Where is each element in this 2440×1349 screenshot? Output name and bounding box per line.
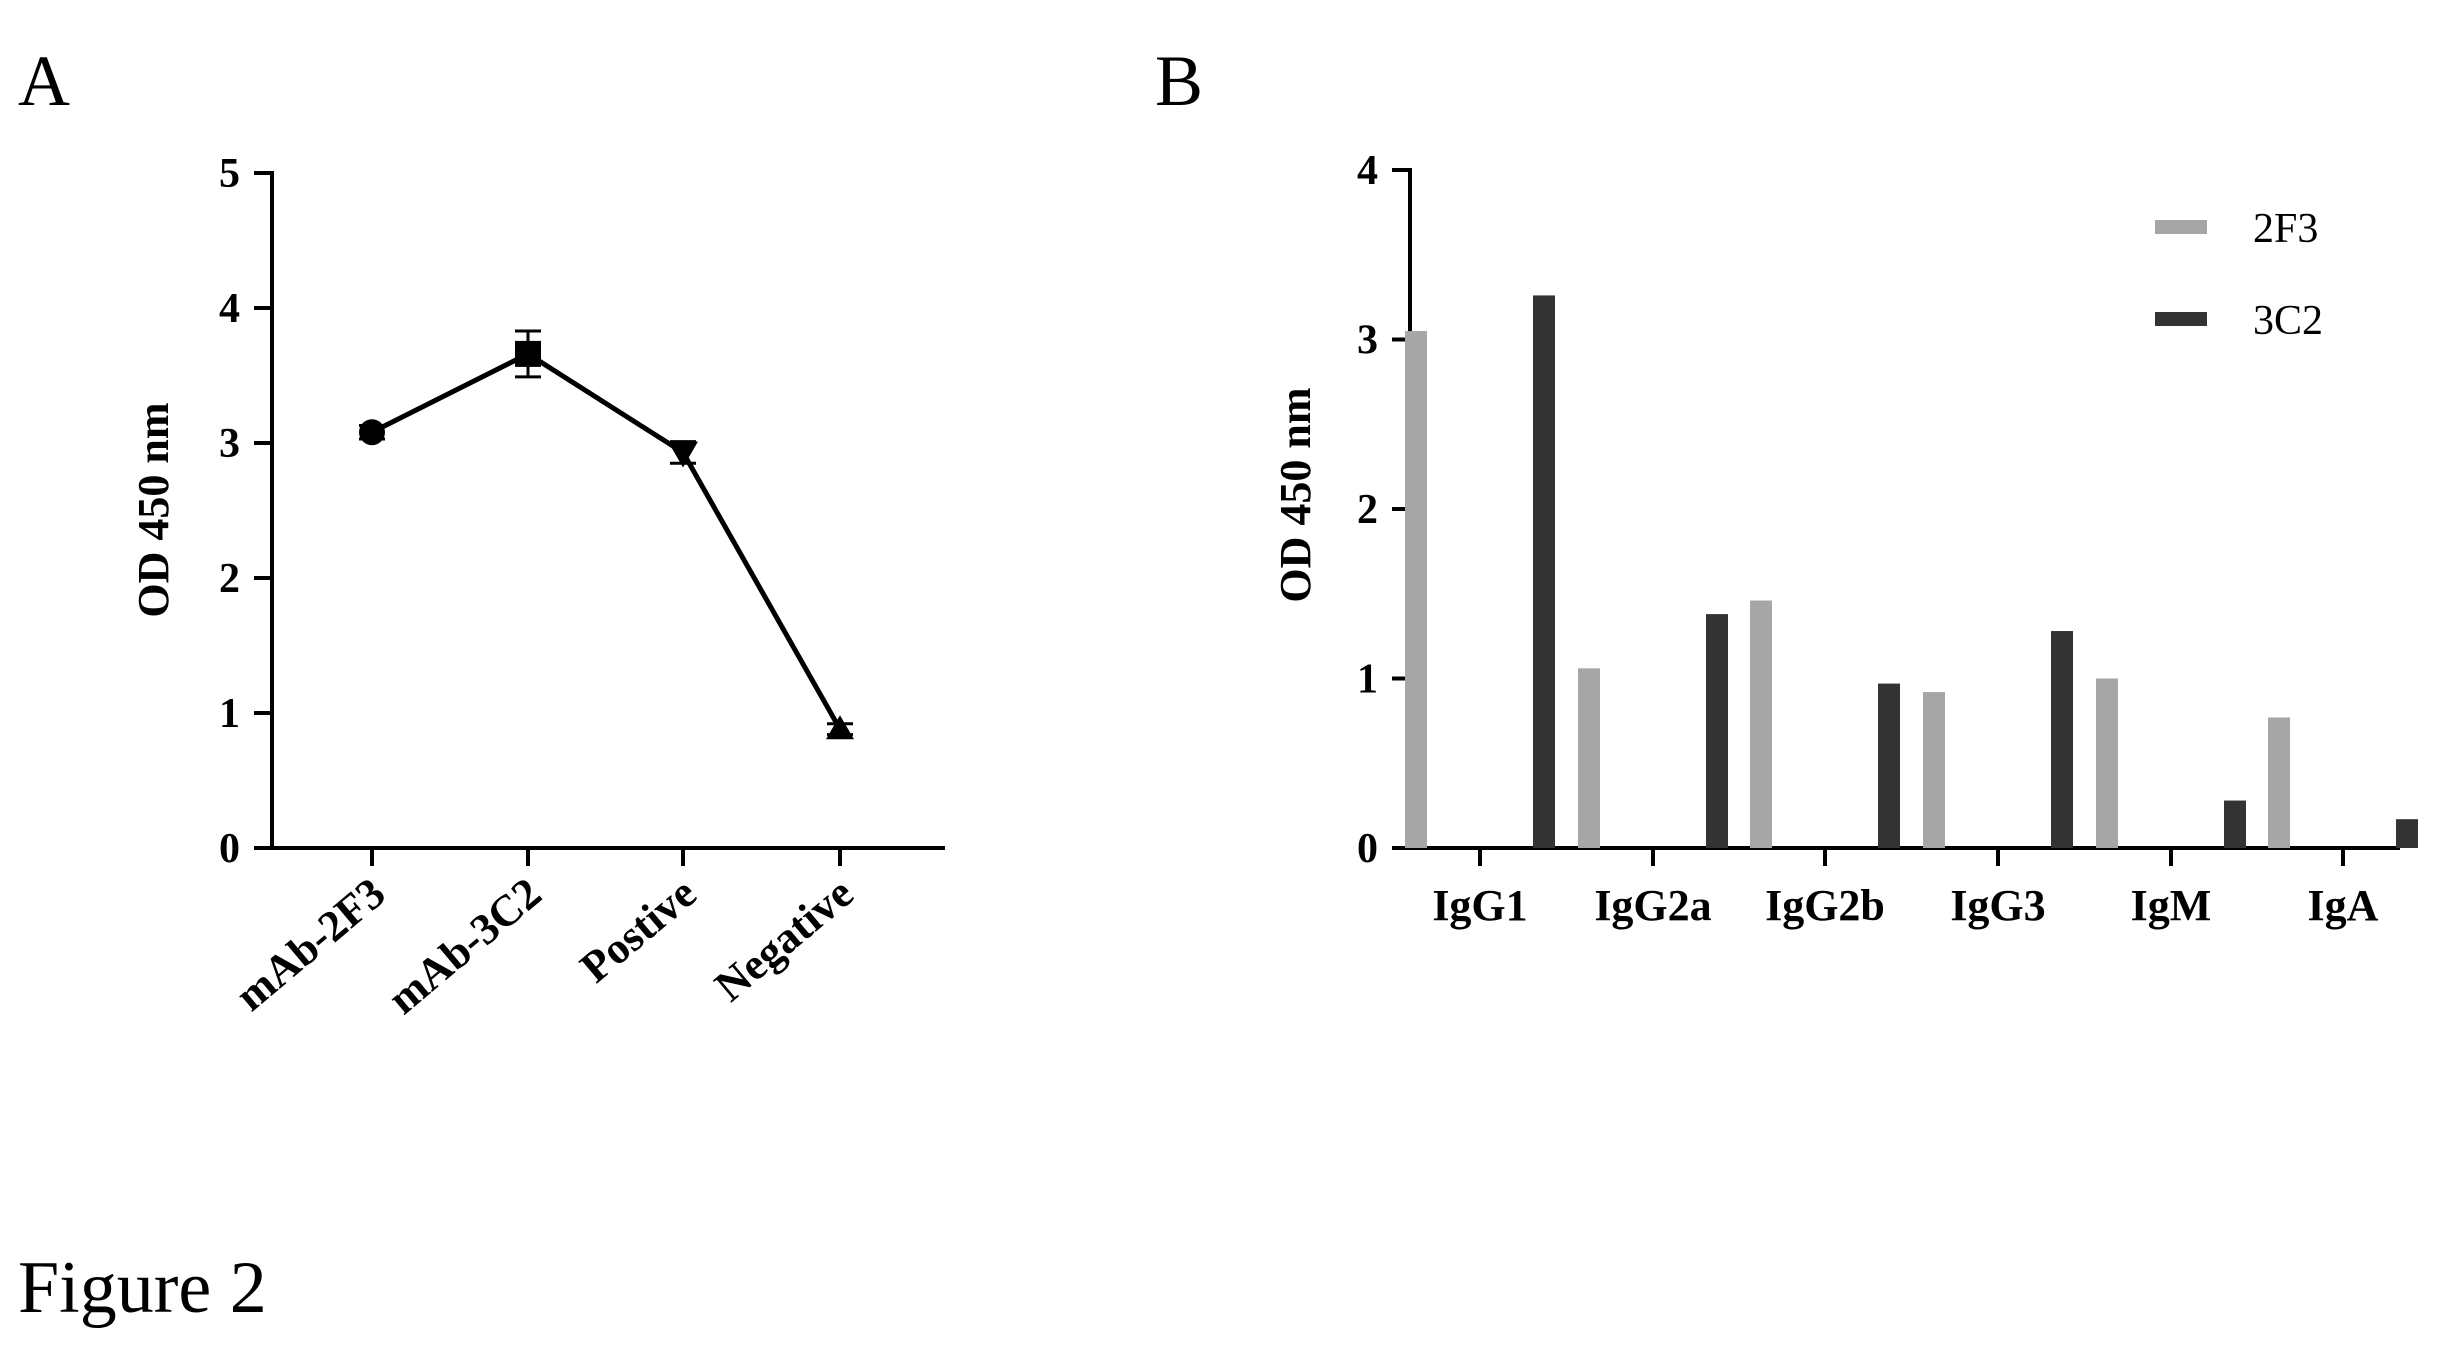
panel-b-axes — [1408, 168, 2400, 850]
panel-a-point-postive — [668, 441, 698, 468]
panel-b-bar-2f3-igg3 — [1923, 692, 1945, 848]
panel-b-bars — [1405, 295, 2418, 848]
panel-b-bar-3c2-igg1 — [1533, 295, 1555, 848]
panel-b-y-tick-label: 0 — [1357, 826, 1378, 872]
panel-b: B 0 1 2 3 4 IgG1 IgG2a IgG2b IgG3 IgM IgA OD 450 … — [1155, 41, 2418, 930]
panel-a-point-mab-2f3 — [359, 419, 385, 446]
panel-b-bar-3c2-igg3 — [2051, 631, 2073, 848]
panel-b-y-tick-label: 1 — [1357, 657, 1378, 703]
panel-b-legend: 2F3 3C2 — [2155, 206, 2323, 344]
panel-b-y-axis-title: OD 450 nm — [1271, 387, 1320, 602]
panel-b-y-tick-label: 2 — [1357, 487, 1378, 533]
panel-a-y-ticks: 0 1 2 3 4 5 — [219, 151, 272, 872]
panel-b-categories: IgG1 IgG2a IgG2b IgG3 IgM IgA — [1432, 848, 2379, 930]
panel-a-y-tick-label: 2 — [219, 556, 240, 602]
panel-a-y-axis-title: OD 450 nm — [129, 402, 178, 617]
panel-b-y-ticks: 0 1 2 3 4 — [1357, 148, 1410, 872]
panel-b-y-tick-label: 3 — [1357, 318, 1378, 364]
panel-a-y-tick-label: 5 — [219, 151, 240, 197]
legend-swatch-3c2 — [2155, 312, 2207, 326]
figure-caption: Figure 2 — [18, 1247, 267, 1329]
legend-label-2f3: 2F3 — [2253, 206, 2318, 252]
panel-a-axes — [270, 171, 945, 850]
panel-b-category-igm: IgM — [2131, 881, 2212, 930]
panel-a-y-tick-label: 3 — [219, 421, 240, 467]
panel-b-bar-2f3-igm — [2096, 678, 2118, 848]
panel-a-series-line — [370, 351, 843, 731]
panel-b-bar-2f3-igg2b — [1750, 600, 1772, 848]
panel-a-label: A — [18, 41, 70, 121]
panel-a-marks — [359, 329, 854, 740]
panel-a-point-negative — [826, 715, 854, 740]
panel-a-category-mab-2f3: mAb-2F3 — [226, 868, 394, 1020]
panel-b-y-tick-label: 4 — [1357, 148, 1378, 194]
panel-b-bar-2f3-iga — [2268, 717, 2290, 848]
panel-a-category-mab-3c2: mAb-3C2 — [378, 868, 550, 1023]
panel-b-bar-3c2-igm — [2224, 800, 2246, 848]
panel-a-category-postive: Postive — [571, 868, 705, 992]
panel-b-bar-3c2-igg2b — [1878, 683, 1900, 848]
panel-b-bar-3c2-igg2a — [1706, 614, 1728, 848]
panel-a-category-negative: Negative — [706, 868, 863, 1011]
panel-b-category-igg1: IgG1 — [1432, 881, 1527, 930]
panel-b-category-igg3: IgG3 — [1950, 881, 2045, 930]
panel-b-bar-2f3-igg2a — [1578, 668, 1600, 848]
legend-label-3c2: 3C2 — [2253, 298, 2323, 344]
legend-swatch-2f3 — [2155, 220, 2207, 234]
panel-a-y-tick-label: 0 — [219, 826, 240, 872]
panel-a-point-mab-3c2 — [515, 340, 541, 367]
panel-a-y-tick-label: 4 — [219, 286, 240, 332]
panel-a-y-tick-label: 1 — [219, 691, 240, 737]
panel-b-category-iga: IgA — [2308, 881, 2379, 930]
panel-b-bar-3c2-iga — [2396, 819, 2418, 848]
panel-b-label: B — [1155, 41, 1203, 121]
panel-b-bar-2f3-igg1 — [1405, 331, 1427, 848]
panel-b-category-igg2b: IgG2b — [1765, 881, 1885, 930]
panel-b-category-igg2a: IgG2a — [1594, 881, 1711, 930]
